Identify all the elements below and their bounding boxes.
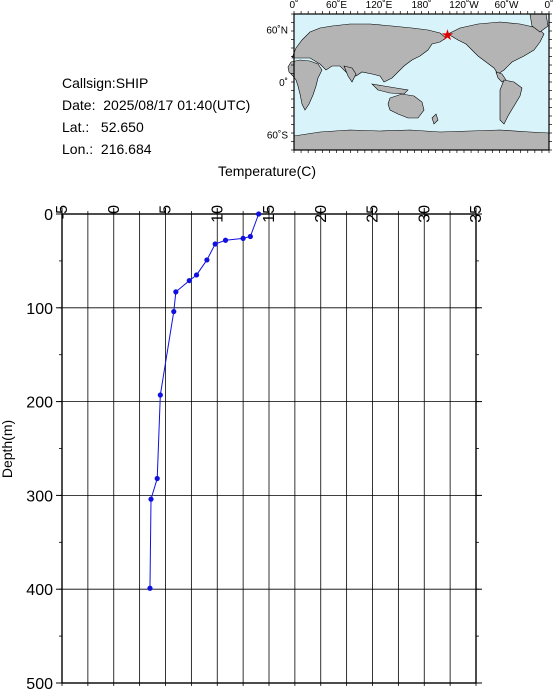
- chart-data-point: [154, 475, 160, 482]
- map-lat-label: 60˚S: [267, 129, 288, 141]
- chart-data-point: [173, 289, 179, 295]
- chart-data-point: [186, 277, 192, 284]
- chart-x-tick-label: 15: [261, 205, 278, 223]
- chart-y-tick-label: 400: [26, 582, 53, 599]
- map-lon-label: 120˚W: [449, 0, 479, 11]
- chart-x-tick-label: 10: [209, 205, 226, 223]
- chart-x-tick-label: 5: [158, 205, 175, 214]
- map-land-australia: [387, 93, 425, 119]
- chart-data-point: [193, 272, 200, 278]
- chart-data-point: [222, 237, 229, 243]
- chart-y-tick-label: 500: [26, 676, 53, 690]
- chart-x-tick-label: 20: [313, 205, 330, 223]
- map-lat-label: 60˚N: [266, 25, 288, 37]
- map-land-north-america: [447, 21, 545, 75]
- chart-data-point: [148, 496, 154, 502]
- callsign-label: Callsign:: [62, 75, 116, 91]
- callsign-value: SHIP: [115, 75, 149, 91]
- callsign-row: Callsign:SHIP: [62, 72, 250, 94]
- lon-label: Lon.:: [62, 141, 94, 157]
- chart-x-tick-label: 0: [106, 205, 123, 214]
- chart-data-point: [240, 235, 246, 241]
- map-lon-label: 0˚: [545, 0, 553, 11]
- map-lon-label: 120˚E: [366, 0, 393, 11]
- chart-y-tick-label: 200: [26, 395, 53, 412]
- chart-data-point: [256, 211, 262, 217]
- chart-x-tick-label: 25: [365, 205, 382, 223]
- map-landmasses: [287, 13, 550, 151]
- lon-value: 216.684: [100, 141, 152, 157]
- chart-data-point: [247, 233, 253, 240]
- lon-row: Lon.: 216.684: [62, 138, 250, 160]
- station-info: Callsign:SHIP Date: 2025/08/17 01:40(UTC…: [62, 72, 250, 160]
- chart-y-axis-label: Depth(m): [0, 420, 15, 478]
- date-value: 2025/08/17 01:40(UTC): [103, 97, 251, 113]
- map-land-eurasia: [291, 23, 447, 83]
- chart-y-tick-label: 0: [44, 207, 53, 224]
- map-land-africa: [287, 59, 323, 111]
- map-station-marker: ★: [441, 27, 454, 44]
- map-lon-label: 180˚: [411, 0, 431, 11]
- chart-series: [147, 211, 262, 591]
- map-lon-label: 0˚: [290, 0, 299, 11]
- lat-label: Lat.:: [62, 119, 90, 135]
- chart-data-point: [171, 308, 177, 315]
- chart-data-point: [212, 241, 218, 247]
- map-lon-label: 60˚W: [495, 0, 519, 11]
- chart-y-tick-label: 300: [26, 488, 53, 505]
- map-land-south-america: [499, 79, 523, 125]
- map-land-india: [343, 65, 357, 83]
- lat-row: Lat.: 52.650: [62, 116, 250, 138]
- map-land-new-zealand: [431, 113, 439, 125]
- chart-grid: [61, 213, 477, 684]
- chart-data-point: [204, 257, 210, 263]
- date-row: Date: 2025/08/17 01:40(UTC): [62, 94, 250, 116]
- map-lon-label: 60˚E: [326, 0, 347, 11]
- chart-y-tick-label: 100: [26, 301, 53, 318]
- chart-x-axis-label: Temperature(C): [218, 163, 316, 179]
- chart-x-tick-label: 30: [416, 205, 433, 223]
- map-lat-label: 0˚: [279, 77, 288, 89]
- chart-data-point: [157, 392, 163, 398]
- chart-series-line: [149, 213, 260, 589]
- date-label: Date:: [62, 97, 96, 113]
- lat-value: 52.650: [100, 119, 144, 135]
- chart-x-tick-label: -5: [54, 205, 71, 219]
- map-land-indonesia: [371, 83, 409, 95]
- chart-data-point: [147, 585, 153, 591]
